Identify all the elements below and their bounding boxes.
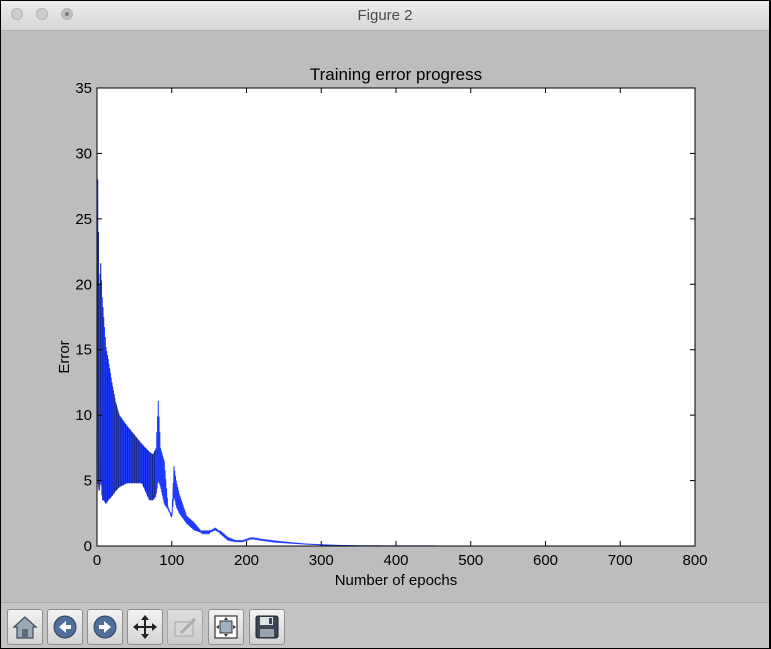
line-chart: 0 100 200 300 400 500 600 700 80005101520253035 … bbox=[56, 65, 708, 589]
x-tick-label: 200 bbox=[234, 552, 259, 569]
home-icon bbox=[12, 616, 38, 639]
subplots-button[interactable] bbox=[208, 609, 244, 645]
back-button[interactable] bbox=[47, 609, 83, 645]
y-tick-label: 0 bbox=[84, 538, 92, 555]
floppy-disk-icon bbox=[255, 615, 279, 639]
y-axis-label: Error bbox=[56, 340, 73, 373]
y-tick-label: 25 bbox=[75, 211, 92, 228]
x-tick-label: 500 bbox=[458, 552, 483, 569]
minimize-window-button[interactable] bbox=[36, 8, 48, 20]
y-tick-label: 20 bbox=[75, 276, 92, 293]
x-axis-label: Number of epochs bbox=[335, 572, 458, 589]
close-window-button[interactable] bbox=[11, 8, 23, 20]
x-tick-label: 800 bbox=[682, 552, 707, 569]
zoom-rect-icon bbox=[174, 617, 197, 637]
figure-canvas[interactable]: 0 100 200 300 400 500 600 700 800 0 5 10 15 20 25 30 35 … bbox=[1, 31, 769, 601]
y-tick-label: 35 bbox=[75, 80, 92, 97]
title-bar[interactable]: Figure 2 bbox=[1, 1, 769, 31]
y-tick-label: 15 bbox=[75, 342, 92, 359]
ticks-layer: 0 100 200 300 400 500 600 700 800 0 5 10 15 20 25 30 35 bbox=[75, 80, 707, 569]
navigation-toolbar bbox=[1, 602, 769, 648]
y-tick-label: 5 bbox=[84, 473, 92, 490]
zoom-button[interactable] bbox=[167, 609, 203, 645]
x-tick-label: 700 bbox=[608, 552, 633, 569]
window-title: Figure 2 bbox=[357, 7, 413, 24]
home-button[interactable] bbox=[7, 609, 43, 645]
axes-background bbox=[96, 87, 696, 547]
forward-arrow-icon bbox=[93, 615, 117, 639]
back-arrow-icon bbox=[53, 615, 77, 639]
move-arrows-icon bbox=[133, 615, 157, 639]
zoom-window-button[interactable] bbox=[61, 8, 73, 20]
x-tick-label: 100 bbox=[159, 552, 184, 569]
pan-button[interactable] bbox=[127, 609, 163, 645]
save-button[interactable] bbox=[249, 609, 285, 645]
x-tick-label: 0 bbox=[93, 552, 101, 569]
chart-title: Training error progress bbox=[310, 65, 482, 84]
x-tick-label: 400 bbox=[383, 552, 408, 569]
y-tick-label: 30 bbox=[75, 145, 92, 162]
x-tick-label: 600 bbox=[533, 552, 558, 569]
forward-button[interactable] bbox=[87, 609, 123, 645]
y-tick-label: 10 bbox=[75, 407, 92, 424]
subplots-config-icon bbox=[214, 615, 238, 639]
x-tick-label: 300 bbox=[309, 552, 334, 569]
